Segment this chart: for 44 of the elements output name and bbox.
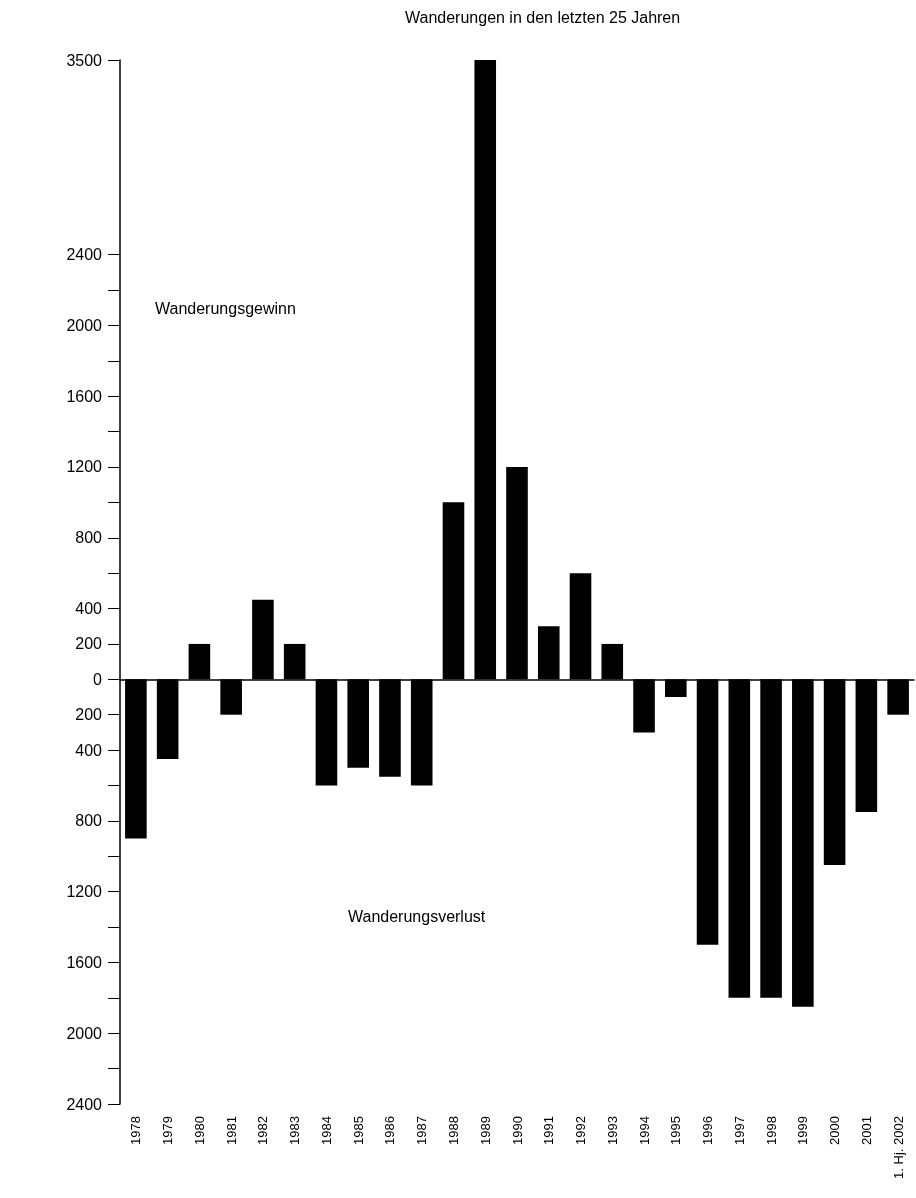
y-tick-label: 2400 <box>66 246 103 264</box>
y-tick-label: 2000 <box>66 1024 103 1042</box>
x-tick-label: 2001 <box>858 1116 874 1145</box>
y-tick-label: 200 <box>75 635 103 653</box>
y-tick-label: 800 <box>75 812 103 830</box>
x-tick-label: 1. Hj. 2002 <box>890 1116 906 1179</box>
x-tick-label: 1996 <box>700 1116 716 1145</box>
y-tick-label: 1200 <box>66 458 103 476</box>
x-tick-label: 2000 <box>827 1116 843 1145</box>
chart-title: Wanderungen in den letzten 25 Jahren <box>405 8 681 26</box>
x-tick-label: 1983 <box>287 1116 303 1145</box>
annotation: Wanderungsgewinn <box>155 299 296 317</box>
x-tick-label: 1992 <box>573 1116 589 1145</box>
y-tick-label: 3500 <box>66 51 103 69</box>
y-tick-label: 1600 <box>66 387 103 405</box>
x-tick-label: 1999 <box>795 1116 811 1145</box>
x-tick-label: 1985 <box>350 1116 366 1145</box>
y-tick-label: 2000 <box>66 316 103 334</box>
y-tick-label: 800 <box>75 529 103 547</box>
x-tick-label: 1986 <box>382 1116 398 1145</box>
x-tick-label: 1980 <box>191 1116 207 1145</box>
x-tick-label: 1987 <box>414 1116 430 1145</box>
y-tick-label: 400 <box>75 741 103 759</box>
x-tick-label: 1997 <box>731 1116 747 1145</box>
x-tick-label: 1981 <box>223 1116 239 1145</box>
x-tick-label: 1978 <box>128 1116 144 1145</box>
y-tick-label: 1200 <box>66 883 103 901</box>
x-tick-label: 1979 <box>160 1116 176 1145</box>
x-tick-label: 1988 <box>445 1116 461 1145</box>
x-tick-label: 1993 <box>604 1116 620 1145</box>
y-tick-label: 400 <box>75 600 103 618</box>
y-tick-label: 0 <box>93 670 103 688</box>
x-tick-label: 1994 <box>636 1116 652 1145</box>
x-tick-label: 1982 <box>255 1116 271 1145</box>
y-tick-label: 2400 <box>66 1095 103 1113</box>
x-tick-label: 1990 <box>509 1116 525 1145</box>
x-tick-label: 1998 <box>763 1116 779 1145</box>
x-tick-label: 1995 <box>668 1116 684 1145</box>
y-tick-label: 200 <box>75 706 103 724</box>
y-tick-label: 1600 <box>66 953 103 971</box>
x-tick-label: 1989 <box>477 1116 493 1145</box>
annotation: Wanderungsverlust <box>348 907 486 925</box>
x-tick-label: 1984 <box>318 1116 334 1145</box>
x-tick-label: 1991 <box>541 1116 557 1145</box>
